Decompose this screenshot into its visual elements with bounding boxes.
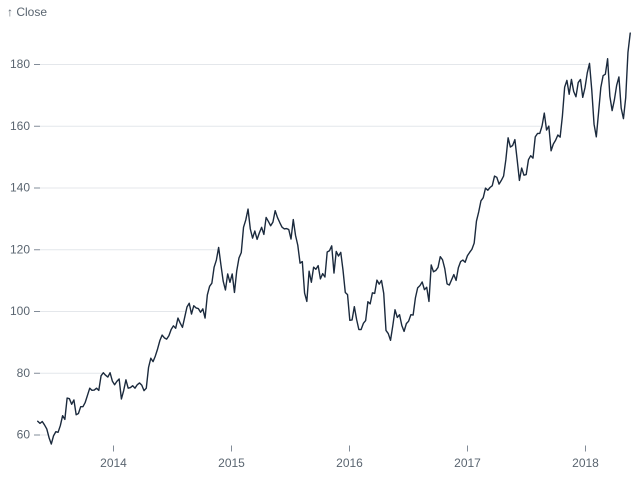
x-tick-label: 2015 (218, 456, 245, 470)
y-tick-label: 160 (10, 119, 30, 133)
x-tick-label: 2016 (336, 456, 363, 470)
y-gridlines (40, 64, 590, 436)
y-tick-label: 180 (10, 57, 30, 71)
x-tick-label: 2018 (572, 456, 599, 470)
y-tick-label: 120 (10, 242, 30, 256)
y-tick-label: 100 (10, 304, 30, 318)
y-axis-label: ↑ Close (7, 5, 47, 19)
x-tick-label: 2014 (100, 456, 127, 470)
y-tick-label: 140 (10, 181, 30, 195)
x-tick-label: 2017 (454, 456, 481, 470)
y-axis: 60 80 100 120 140 160 180 (10, 57, 40, 442)
y-tick-label: 60 (17, 428, 31, 442)
y-tick-label: 80 (17, 366, 31, 380)
x-axis: 2014 2015 2016 2017 2018 (100, 445, 599, 470)
price-line (37, 32, 631, 445)
